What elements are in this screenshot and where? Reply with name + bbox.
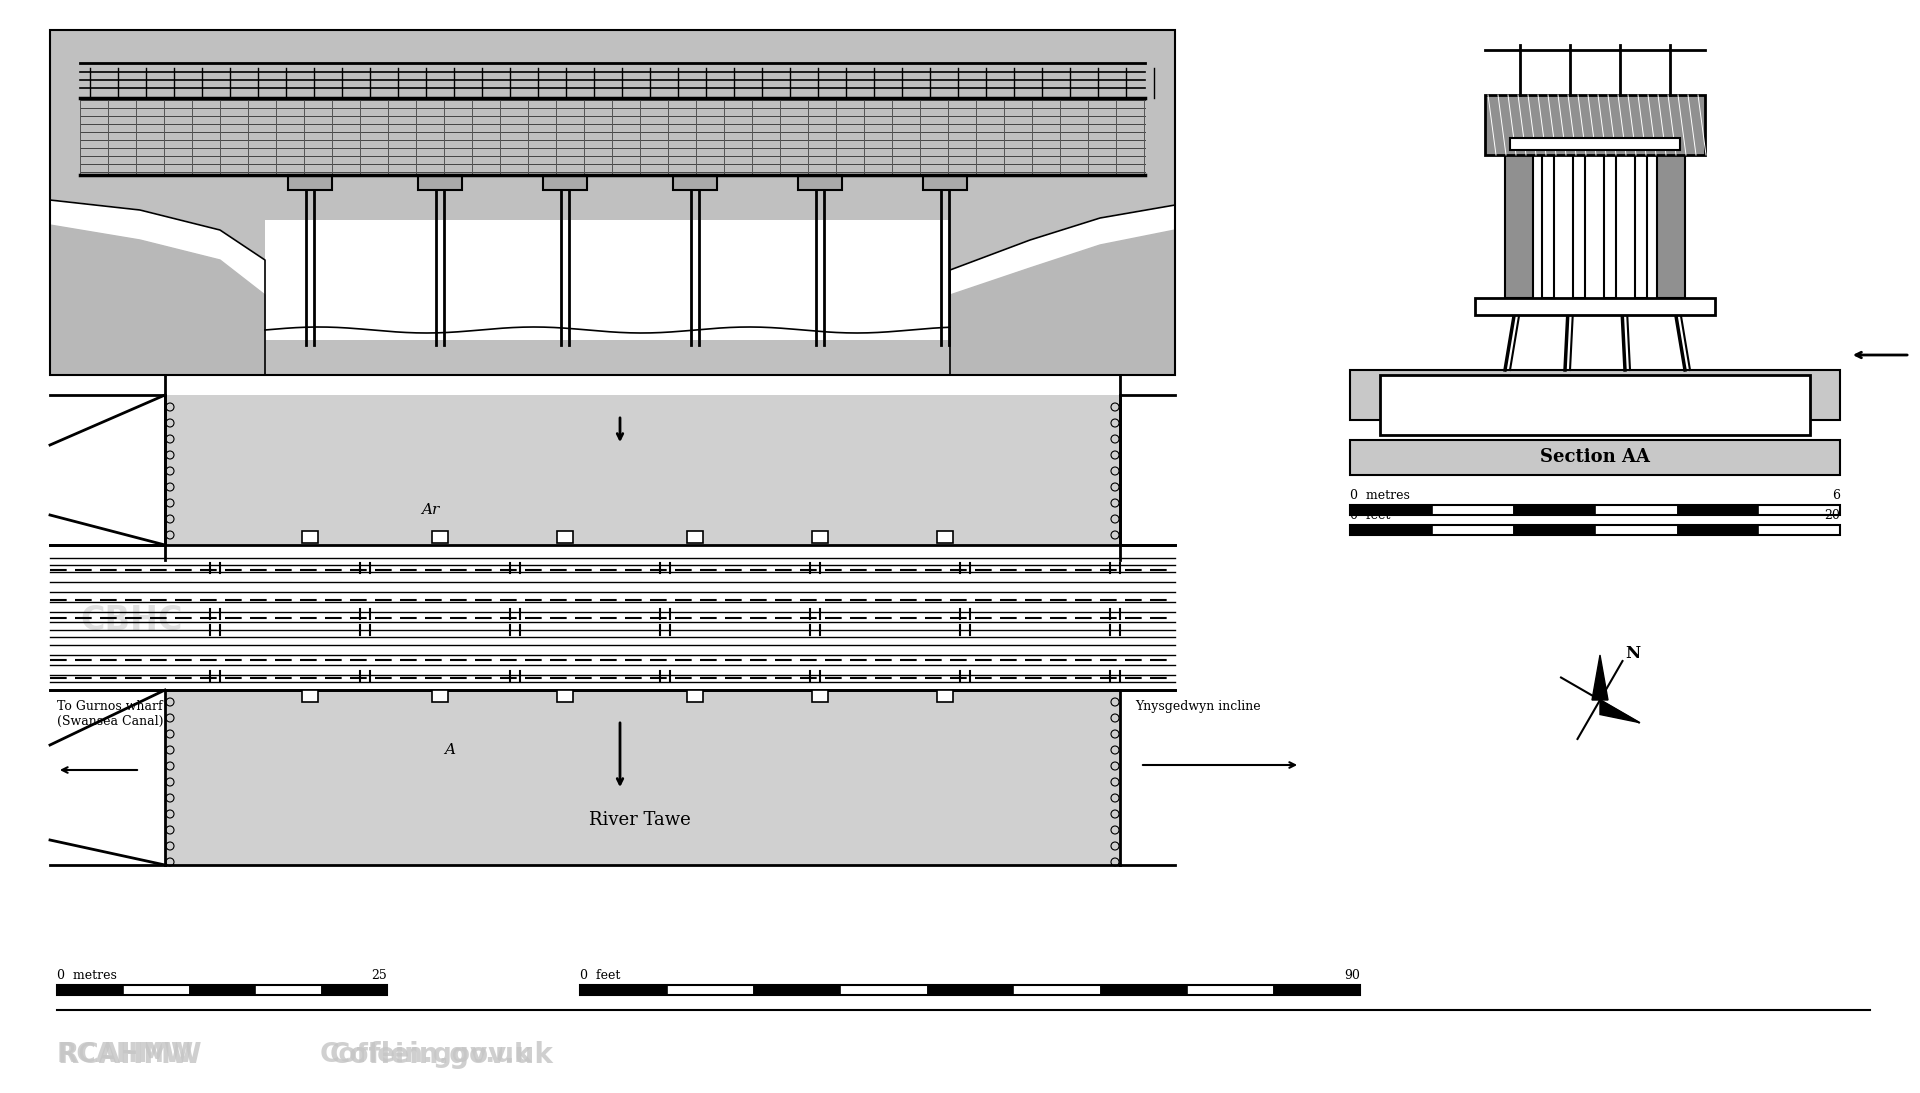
- Bar: [1187, 985, 1273, 995]
- Bar: [1657, 155, 1686, 298]
- Text: 25: 25: [371, 969, 388, 982]
- Polygon shape: [50, 200, 265, 375]
- Bar: [1350, 525, 1432, 534]
- Bar: [301, 690, 319, 702]
- Bar: [937, 690, 952, 702]
- Bar: [1759, 525, 1839, 534]
- Text: CBHC: CBHC: [81, 603, 182, 636]
- Bar: [1350, 525, 1839, 534]
- Bar: [1509, 138, 1680, 150]
- Bar: [1596, 505, 1676, 515]
- Text: Coflein.gov.uk: Coflein.gov.uk: [321, 1042, 532, 1068]
- Bar: [255, 985, 321, 995]
- Bar: [321, 985, 388, 995]
- Bar: [799, 175, 843, 190]
- Text: A: A: [445, 743, 455, 757]
- Bar: [1759, 505, 1839, 515]
- Polygon shape: [1599, 700, 1640, 722]
- Bar: [188, 985, 255, 995]
- Bar: [432, 531, 447, 543]
- Text: N: N: [1624, 645, 1640, 661]
- Bar: [937, 531, 952, 543]
- Bar: [1014, 985, 1100, 995]
- Polygon shape: [950, 205, 1175, 375]
- Text: To Gurnos wharf
(Swansea Canal): To Gurnos wharf (Swansea Canal): [58, 700, 163, 728]
- Bar: [1350, 371, 1839, 420]
- Polygon shape: [950, 230, 1175, 375]
- Bar: [687, 531, 703, 543]
- Bar: [1432, 525, 1513, 534]
- Bar: [1380, 375, 1811, 435]
- Text: 6: 6: [1832, 489, 1839, 502]
- Bar: [1513, 525, 1596, 534]
- Bar: [58, 985, 123, 995]
- Bar: [1596, 525, 1676, 534]
- Bar: [841, 985, 927, 995]
- Bar: [674, 175, 716, 190]
- Bar: [1475, 298, 1715, 315]
- Bar: [687, 690, 703, 702]
- Bar: [812, 690, 828, 702]
- Bar: [924, 175, 968, 190]
- Bar: [1484, 95, 1705, 155]
- Text: 90: 90: [1344, 969, 1359, 982]
- Polygon shape: [50, 225, 265, 375]
- Bar: [1636, 155, 1647, 298]
- Text: 0  metres: 0 metres: [1350, 489, 1409, 502]
- Bar: [666, 985, 753, 995]
- Bar: [288, 175, 332, 190]
- Bar: [812, 531, 828, 543]
- Bar: [1505, 155, 1532, 298]
- Bar: [50, 30, 1175, 375]
- Bar: [1100, 985, 1187, 995]
- Bar: [1574, 155, 1586, 298]
- Bar: [557, 531, 572, 543]
- Bar: [557, 690, 572, 702]
- Bar: [927, 985, 1014, 995]
- Bar: [1350, 440, 1839, 475]
- Bar: [1605, 155, 1617, 298]
- Bar: [165, 690, 1119, 865]
- Bar: [1432, 505, 1513, 515]
- Bar: [50, 30, 1175, 375]
- Text: 0  feet: 0 feet: [580, 969, 620, 982]
- Bar: [1350, 505, 1432, 515]
- Bar: [1513, 505, 1596, 515]
- Bar: [265, 340, 950, 375]
- Text: RCAHMW: RCAHMW: [58, 1042, 194, 1068]
- Bar: [1676, 525, 1759, 534]
- Bar: [1676, 505, 1759, 515]
- Text: Coflein.gov.uk: Coflein.gov.uk: [330, 1041, 553, 1069]
- Text: Ar: Ar: [420, 503, 440, 517]
- Bar: [580, 985, 666, 995]
- Bar: [1542, 155, 1555, 298]
- Text: 0  metres: 0 metres: [58, 969, 117, 982]
- Bar: [580, 985, 1359, 995]
- Text: River Tawe: River Tawe: [589, 811, 691, 828]
- Bar: [753, 985, 841, 995]
- Bar: [301, 531, 319, 543]
- Bar: [165, 395, 1119, 545]
- Bar: [1350, 505, 1839, 515]
- Bar: [123, 985, 188, 995]
- Bar: [1273, 985, 1359, 995]
- Bar: [58, 985, 388, 995]
- Text: 20: 20: [1824, 509, 1839, 522]
- Bar: [265, 220, 950, 375]
- Text: 0  feet: 0 feet: [1350, 509, 1390, 522]
- Text: RCAHMW: RCAHMW: [58, 1041, 202, 1069]
- Bar: [419, 175, 463, 190]
- Bar: [432, 690, 447, 702]
- Polygon shape: [1592, 655, 1607, 700]
- Text: Section AA: Section AA: [1540, 448, 1649, 466]
- Text: Ynysgedwyn incline: Ynysgedwyn incline: [1135, 700, 1261, 713]
- Bar: [543, 175, 588, 190]
